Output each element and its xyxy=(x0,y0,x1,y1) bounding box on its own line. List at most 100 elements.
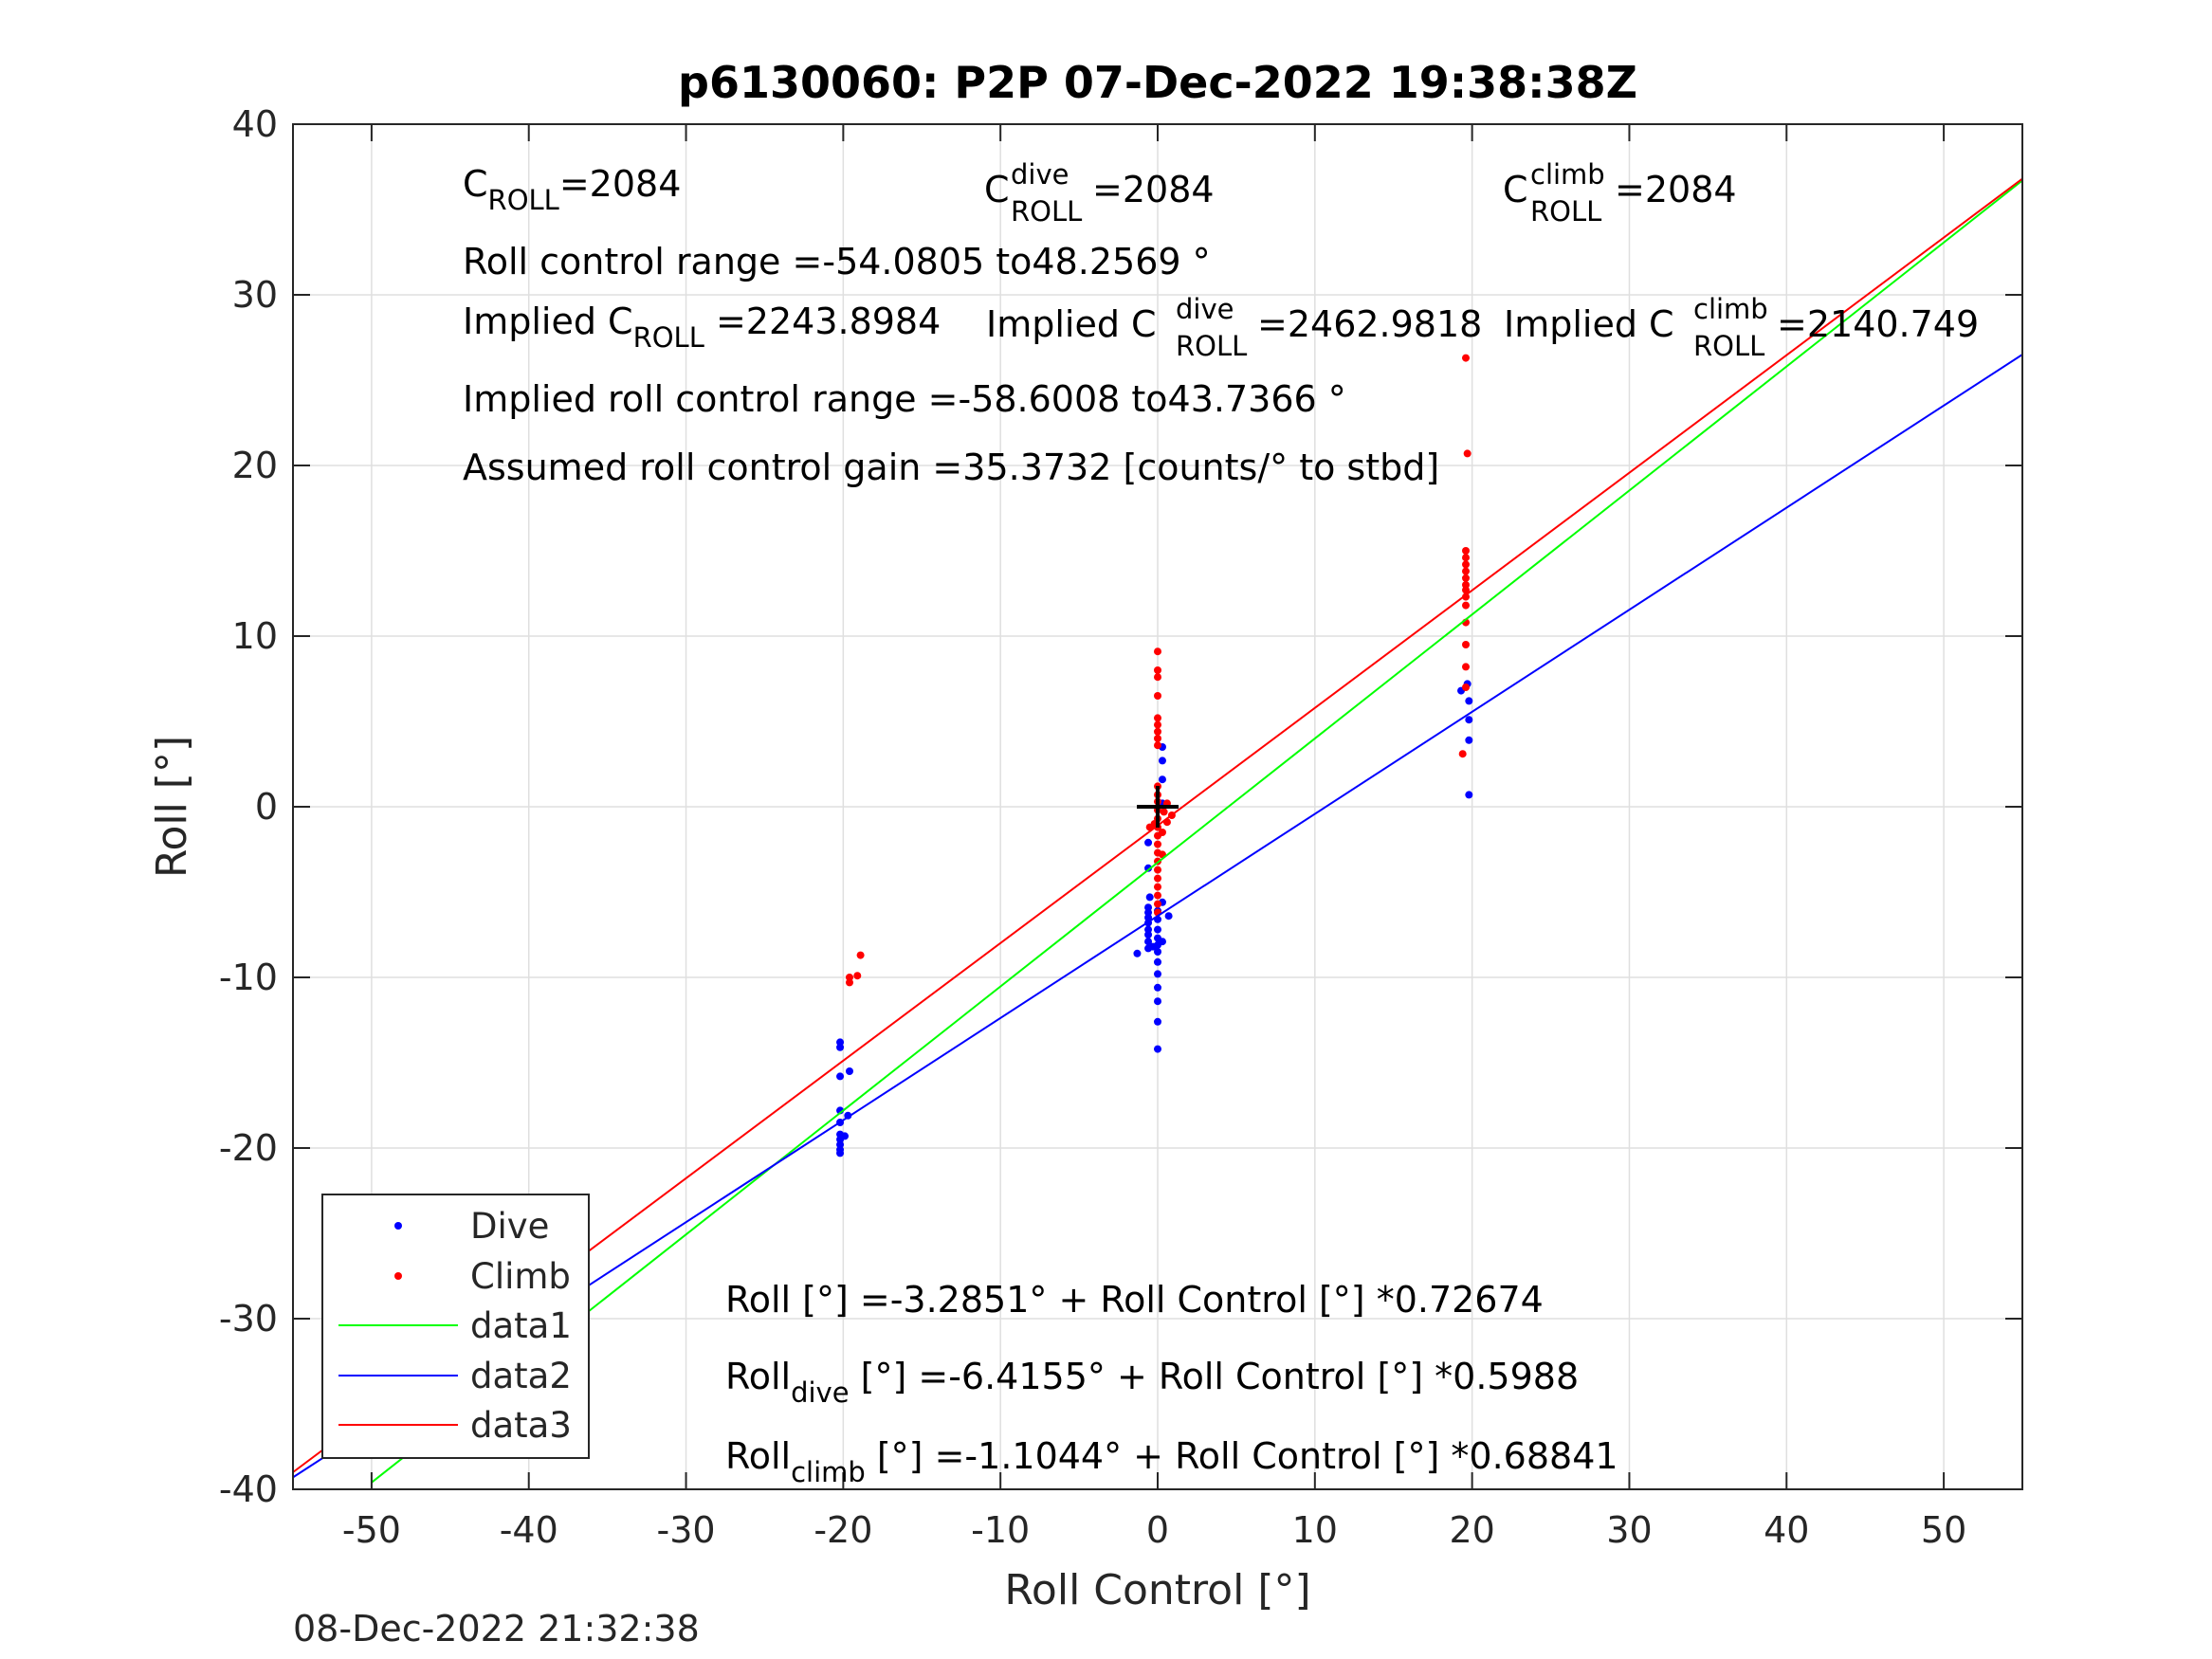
climb-point xyxy=(1154,727,1161,736)
x-tick-label: -10 xyxy=(971,1509,1030,1551)
legend-climb-label: Climb xyxy=(470,1256,571,1297)
dive-point xyxy=(1144,864,1153,872)
climb-point xyxy=(1463,449,1472,458)
climb-point xyxy=(1154,714,1161,722)
annotation-assumed-gain: Assumed roll control gain =35.3732 [coun… xyxy=(463,447,1439,488)
x-tick-label: -50 xyxy=(342,1509,401,1551)
annotation-c-roll: CROLL=2084 xyxy=(463,163,681,216)
origin-marker xyxy=(1137,786,1179,828)
annotation-roll-control-range: Roll control range =-54.0805 to48.2569 ° xyxy=(463,241,1211,283)
x-tick-label: -20 xyxy=(814,1509,872,1551)
annotation-c-roll-dive: C dive ROLL =2084 xyxy=(984,151,1215,229)
climb-point xyxy=(1462,574,1471,582)
dive-point xyxy=(1145,893,1154,902)
annotation-c-roll-climb: C climb ROLL =2084 xyxy=(1503,151,1737,229)
climb-point xyxy=(1154,866,1161,874)
annotation-implied-roll-control-range: Implied roll control range =-58.6008 to4… xyxy=(463,378,1346,420)
climb-point xyxy=(1154,720,1161,729)
legend-data2-label: data2 xyxy=(470,1356,572,1396)
climb-point xyxy=(1462,567,1471,575)
series-data1 xyxy=(371,179,2023,1484)
legend-climb-marker xyxy=(394,1272,402,1280)
dive-point xyxy=(1465,697,1473,705)
y-tick-label: 0 xyxy=(255,786,278,828)
dive-point xyxy=(1158,757,1166,765)
dive-point xyxy=(1144,938,1153,946)
y-tick-label: -20 xyxy=(219,1127,278,1169)
dive-point xyxy=(1154,1045,1161,1053)
climb-point xyxy=(1154,883,1161,891)
chart-title: p6130060: P2P 07-Dec-2022 19:38:38Z xyxy=(678,57,1637,108)
annotation-fit-dive: Rolldive [°] =-6.4155° + Roll Control [°… xyxy=(725,1356,1579,1409)
dive-point xyxy=(1158,775,1166,784)
climb-point xyxy=(1154,840,1161,848)
climb-point xyxy=(1462,354,1471,362)
dive-point xyxy=(1465,716,1473,724)
dive-point xyxy=(836,1072,845,1081)
climb-point xyxy=(1154,666,1161,674)
y-axis-label: Roll [°] xyxy=(148,736,196,878)
dive-point xyxy=(1465,791,1473,799)
x-tick-label: 30 xyxy=(1606,1509,1652,1551)
y-tick-label: -10 xyxy=(219,957,278,998)
climb-point xyxy=(1154,692,1161,700)
climb-point xyxy=(1462,554,1471,562)
annotation-fit-climb: Rollclimb [°] =-1.1044° + Roll Control [… xyxy=(725,1435,1618,1488)
climb-point xyxy=(1458,750,1467,758)
dive-point xyxy=(1154,983,1161,992)
timestamp: 08-Dec-2022 21:32:38 xyxy=(293,1608,700,1650)
dive-point xyxy=(1158,938,1166,946)
climb-point xyxy=(1462,663,1471,671)
climb-point xyxy=(1154,647,1161,656)
dive-point xyxy=(845,1067,853,1075)
y-tick-label: 20 xyxy=(232,445,278,486)
climb-point xyxy=(1462,601,1471,610)
dive-point xyxy=(1144,931,1153,939)
x-tick-label: -40 xyxy=(500,1509,558,1551)
climb-point xyxy=(1154,891,1161,900)
annotation-implied-c-roll: Implied CROLL =2243.8984 xyxy=(463,301,941,354)
climb-point xyxy=(1154,735,1161,742)
climb-point xyxy=(1154,900,1161,908)
legend-data1-label: data1 xyxy=(470,1305,572,1346)
dive-point xyxy=(836,1043,845,1051)
dive-point xyxy=(1154,970,1161,978)
dive-point xyxy=(1154,1017,1161,1026)
climb-point xyxy=(1462,684,1471,691)
climb-point xyxy=(1462,586,1471,594)
annotation-implied-c-roll-dive: Implied C dive ROLL =2462.9818 xyxy=(986,285,1482,364)
x-tick-label: 40 xyxy=(1764,1509,1809,1551)
climb-point xyxy=(1154,874,1161,883)
climb-point xyxy=(1462,641,1471,648)
axes-frame xyxy=(292,123,2023,1490)
legend: Dive Climb data1 data2 data3 xyxy=(321,1194,590,1459)
x-tick-label: 10 xyxy=(1292,1509,1338,1551)
y-tick-label: 10 xyxy=(232,615,278,657)
climb-point xyxy=(845,974,853,981)
climb-point xyxy=(1462,592,1471,601)
x-tick-label: 50 xyxy=(1921,1509,1966,1551)
dive-point xyxy=(1144,838,1153,847)
dive-point xyxy=(1133,949,1142,957)
climb-point xyxy=(1154,741,1161,750)
climb-point xyxy=(853,972,862,980)
climb-point xyxy=(1462,560,1471,569)
dive-point xyxy=(1154,997,1161,1006)
x-tick-label: -30 xyxy=(657,1509,716,1551)
dive-point xyxy=(1154,948,1161,956)
climb-point xyxy=(856,951,865,959)
y-tick-label: -40 xyxy=(219,1468,278,1510)
legend-data3-label: data3 xyxy=(470,1405,572,1446)
x-tick-label: 0 xyxy=(1146,1509,1169,1551)
dive-point xyxy=(1154,957,1161,966)
climb-point xyxy=(1158,829,1166,836)
y-tick-label: -30 xyxy=(219,1298,278,1340)
x-tick-label: 20 xyxy=(1449,1509,1494,1551)
climb-point xyxy=(1462,547,1471,555)
dive-point xyxy=(1465,736,1473,744)
annotation-fit-all: Roll [°] =-3.2851° + Roll Control [°] *0… xyxy=(725,1279,1544,1321)
climb-point xyxy=(1154,673,1161,682)
dive-point xyxy=(1164,912,1173,921)
legend-dive-marker xyxy=(394,1222,402,1230)
